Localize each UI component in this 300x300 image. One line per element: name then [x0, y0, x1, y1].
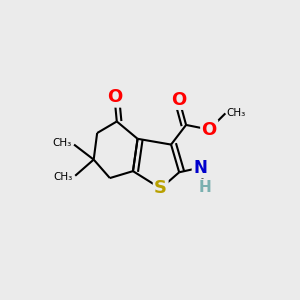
Text: H: H	[198, 180, 211, 195]
Text: N: N	[193, 159, 207, 177]
Text: S: S	[154, 179, 167, 197]
Text: O: O	[172, 91, 187, 109]
Text: O: O	[107, 88, 122, 106]
Text: O: O	[202, 121, 217, 139]
Text: CH₃: CH₃	[54, 172, 73, 182]
Text: CH₃: CH₃	[52, 138, 72, 148]
Text: CH₃: CH₃	[226, 108, 246, 118]
